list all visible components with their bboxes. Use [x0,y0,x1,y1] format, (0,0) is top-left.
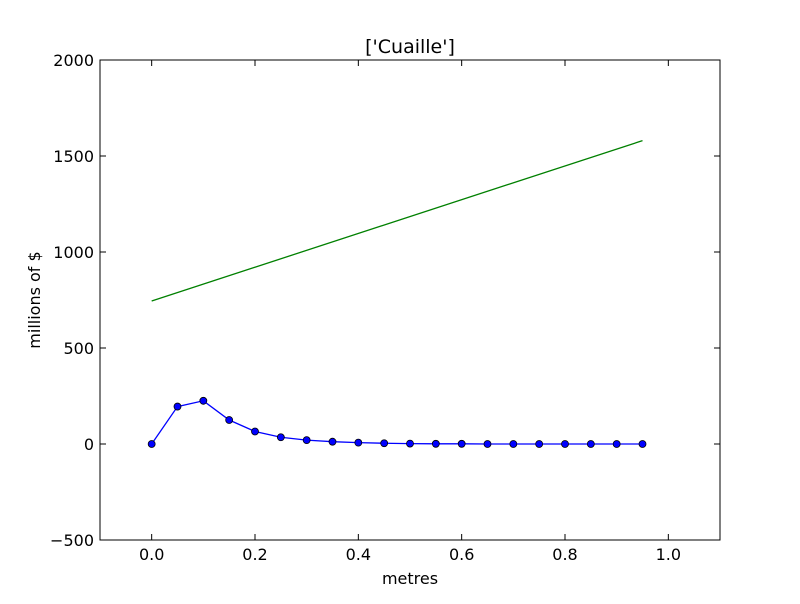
y-tick-label: 1000 [53,243,94,262]
series-1-point [302,436,311,445]
x-tick-label: 0.4 [346,545,371,564]
x-tick-label: 0.0 [139,545,164,564]
series-1-point [483,440,492,448]
series-1-point [509,440,518,448]
chart-title: ['Cuaille'] [365,36,455,58]
series-1-point [225,416,234,424]
y-tick-label: −500 [50,531,94,550]
series-1-point [431,439,440,448]
y-tick-label: 500 [63,339,94,358]
x-axis-label: metres [382,569,438,588]
series-1-point [354,438,363,447]
x-tick-label: 0.6 [449,545,474,564]
series-1-point [199,396,208,405]
series-1-point [147,440,156,448]
series-1-point [173,402,182,411]
plot-frame [99,59,721,541]
x-tick-label: 0.8 [552,545,577,564]
series-1-point [638,440,647,448]
series-1-point [406,439,414,448]
series-1-line [151,400,643,445]
series-1-point [535,440,544,448]
series-2-line [151,140,643,302]
series-1-point [276,433,285,442]
y-tick-label: 0 [84,435,94,454]
y-tick-label: 2000 [53,51,94,70]
series-1-point [612,440,621,448]
series-1-point [328,437,337,446]
series-1-point [457,439,466,448]
series-1-point [251,427,259,436]
series-1-point [561,440,569,448]
series-1-point [586,440,595,448]
x-tick-label: 0.2 [242,545,267,564]
series-1-point [380,439,389,448]
y-tick-label: 1500 [53,147,94,166]
y-axis-label: millions of $ [25,251,44,348]
x-tick-label: 1.0 [656,545,681,564]
